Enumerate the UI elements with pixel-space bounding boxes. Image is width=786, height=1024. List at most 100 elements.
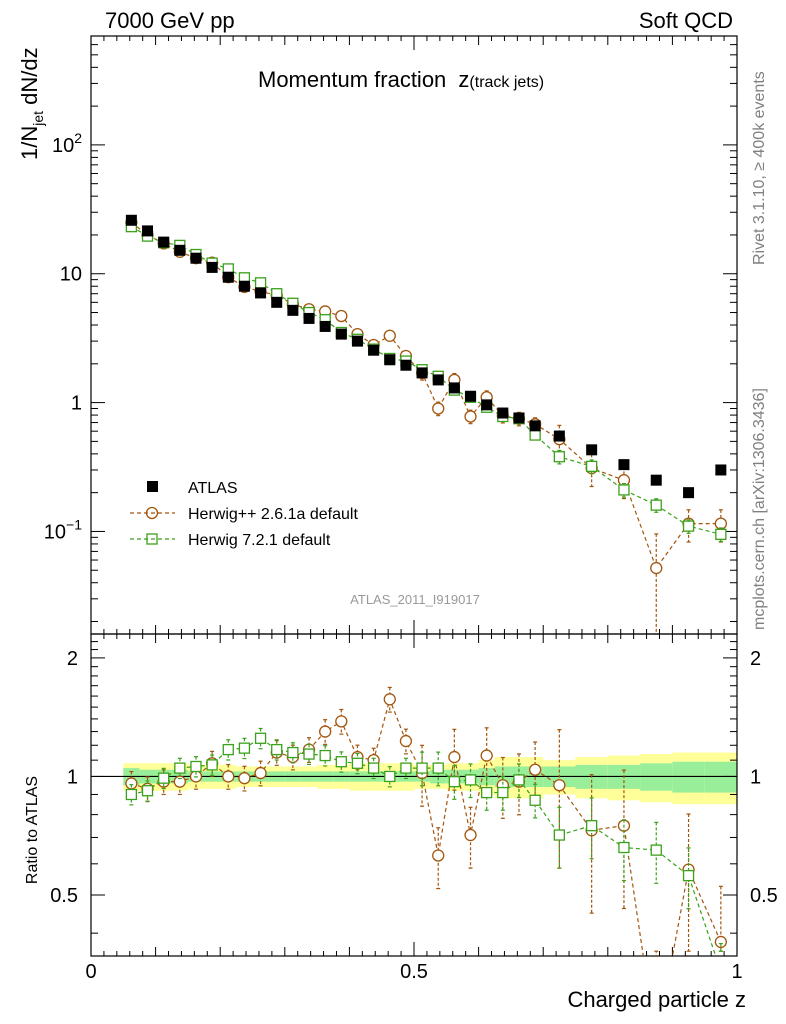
main-y-tick-label: 102 [52,130,82,157]
mcplots-label: mcplots.cern.ch [arXiv:1306.3436] [751,388,768,630]
herwig7-point [586,460,598,473]
ratio-herwig7-point [125,788,138,801]
ratio-herwig7-point [190,760,202,773]
atlas-point [368,344,380,356]
legend-herwig7-marker [146,533,158,545]
herwigpp-point [335,309,348,323]
ratio-herwig7-point [553,829,565,841]
ratio-herwigpp-point [448,750,461,764]
ratio-herwigpp-point [399,734,413,748]
ratio-herwig7-point [384,770,396,783]
ratio-herwig7-point [206,759,218,771]
atlas-point [586,444,598,456]
main-y-tick-label: 10−1 [44,516,82,543]
ratio-herwig7-point [400,762,412,774]
ratio-herwig7-point [319,749,331,762]
atlas-point [650,474,662,486]
main-panel: 10−1 1 10 102 [44,35,738,956]
ratio-herwigpp-point [335,715,348,728]
ratio-herwig7-point [481,786,493,799]
herwig7-point [715,528,727,540]
atlas-point [513,412,525,424]
atlas-point [190,252,202,264]
herwig7-point [682,520,695,532]
herwig7-point [553,451,565,463]
atlas-point [416,367,428,379]
ratio-herwigpp-point [480,749,493,762]
legend: ATLAS Herwig++ 2.6.1a default Herwig 7.2… [130,480,358,549]
ratio-y-tick-label: 0.5 [50,885,78,907]
main-title-text: Momentum fraction [258,67,446,92]
atlas-point [222,271,234,283]
ratio-band-inner [704,761,737,793]
main-title: Momentum fraction z(track jets) [258,67,544,92]
atlas-point [715,464,727,476]
x-tick-label: 0.5 [400,961,428,983]
herwigpp-point [383,329,396,342]
atlas-point [158,236,170,248]
atlas-point [384,354,396,366]
main-title-var: z [458,67,469,92]
atlas-point [142,225,154,237]
ratio-herwig7-point [254,732,267,744]
atlas-point [497,407,509,419]
atlas-point [465,390,477,402]
herwig7-point [254,277,267,289]
atlas-point [351,335,363,347]
ratio-herwig7-point [271,743,283,756]
legend-herwigpp-marker [145,506,159,520]
ratio-herwig7-point [351,757,364,769]
ratio-herwig7-point [586,820,598,832]
ratio-herwig7-point [529,794,541,806]
atlas-point [400,359,412,371]
atlas-point [238,280,250,292]
ratio-herwigpp-point [528,763,542,776]
atlas-point [125,214,137,226]
ratio-herwig7-point [303,748,315,760]
ratio-y-tick-label-right: 0.5 [750,885,778,907]
atlas-point [335,328,347,340]
ratio-series [125,686,727,956]
ratio-herwig7-point [682,869,695,882]
ratio-herwig7-point [432,762,444,774]
rivet-label: Rivet 3.1.10, ≥ 400k events [751,71,768,265]
ratio-herwig7-point [222,743,234,756]
atlas-point [553,430,565,442]
ratio-herwigpp-point [383,693,396,706]
main-y-tick-label: 1 [71,393,82,415]
herwig7-point [618,484,630,496]
ratio-herwigpp-point [464,828,477,842]
header-left: 7000 GeV pp [105,8,235,33]
atlas-point [206,261,218,273]
x-tick-label: 1 [731,961,742,983]
ratio-herwigpp-point [714,935,727,949]
atlas-point [529,420,541,432]
atlas-point [174,244,186,256]
atlas-point [481,399,493,411]
ratio-herwigpp-point [173,775,186,788]
ratio-y-tick-label-right: 1 [750,766,761,788]
ratio-band-inner [672,761,705,793]
analysis-id: ATLAS_2011_I919017 [350,592,480,607]
ratio-herwig7-point [416,762,428,774]
header-right: Soft QCD [639,8,733,33]
ratio-herwig7-point [367,762,380,774]
atlas-point [618,459,630,471]
atlas-point [303,312,315,324]
ratio-herwig7-point [174,762,186,774]
atlas-point [683,487,695,499]
legend-herwigpp-label: Herwig++ 2.6.1a default [188,506,358,523]
ratio-y-tick-label: 2 [67,648,78,670]
x-tick-label: 0 [85,961,96,983]
herwig7-point [529,429,541,441]
ratio-frame [90,633,738,957]
ratio-herwig7-point [141,785,154,797]
legend-atlas-label: ATLAS [188,480,238,497]
ratio-herwigpp-point [319,725,332,738]
xlabel: Charged particle z [567,987,746,1012]
main-y-tick-label: 10 [60,264,82,286]
ratio-herwig7-point [618,841,630,854]
ratio-herwig7-point [238,742,251,754]
ratio-herwig7-point [335,756,347,768]
